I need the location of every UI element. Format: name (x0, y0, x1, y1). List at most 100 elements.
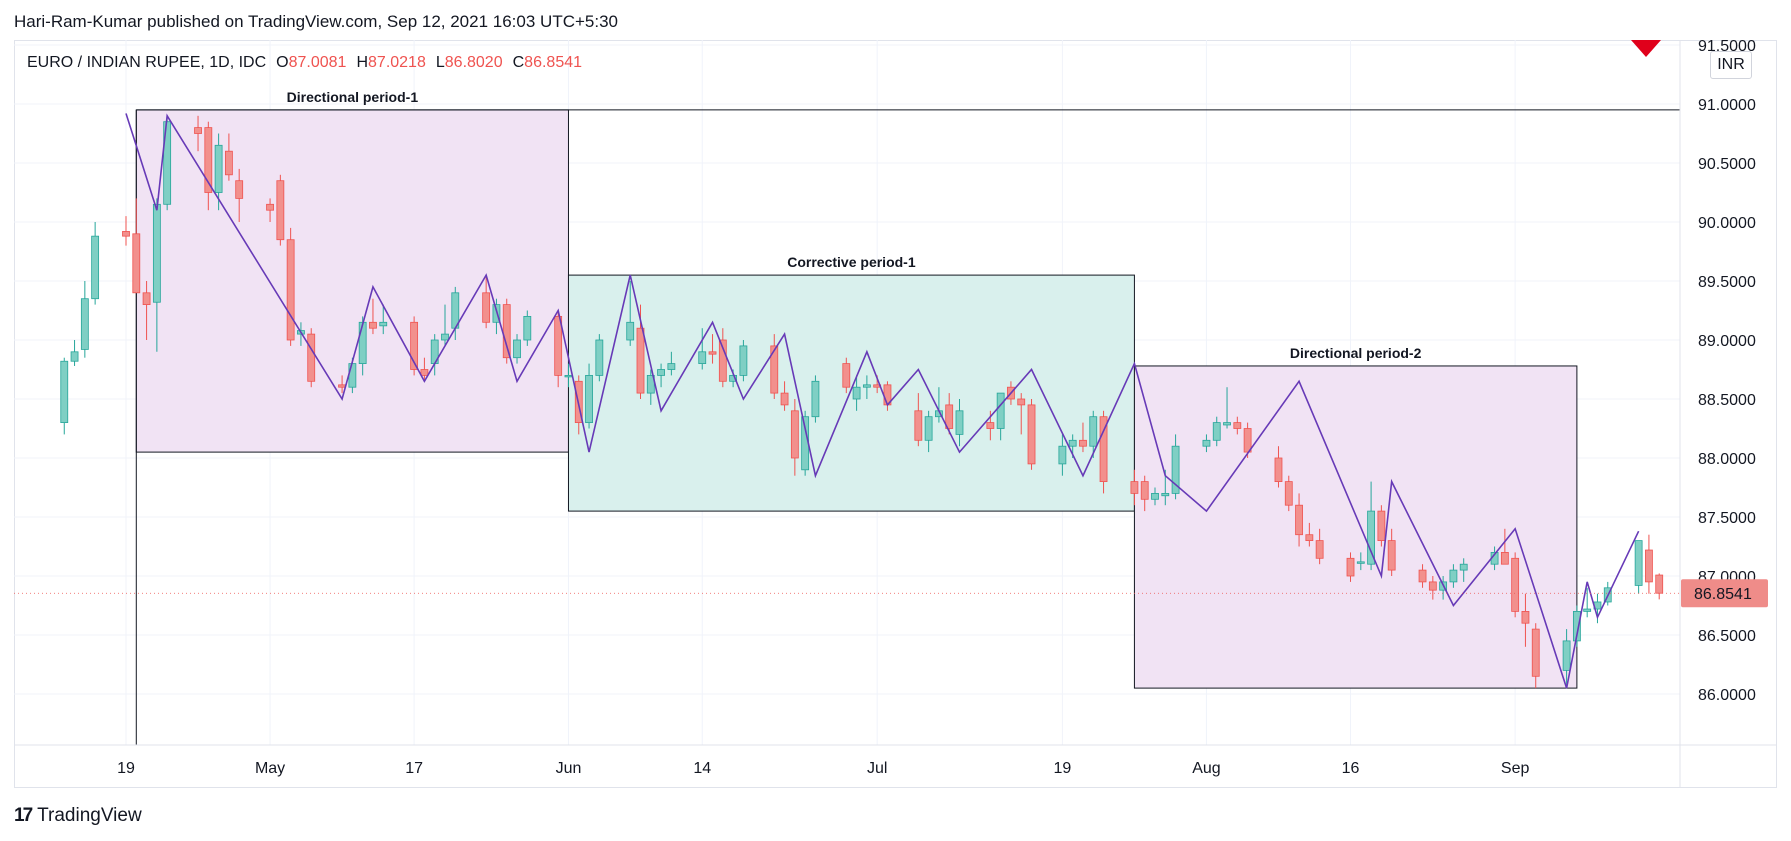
candle-body (955, 410, 964, 435)
candle-body (80, 298, 89, 350)
high-value: 87.0218 (368, 54, 426, 71)
candle (1531, 623, 1540, 689)
candle-body (811, 380, 820, 418)
time-tick-label: Aug (1192, 760, 1220, 777)
candle-body (718, 339, 727, 382)
candle (1274, 446, 1283, 488)
candle-body (770, 345, 779, 394)
candle (1572, 605, 1581, 647)
candle (276, 174, 285, 246)
candle-body (1223, 422, 1231, 426)
candle-body (1089, 416, 1098, 447)
candle-body (1161, 492, 1170, 497)
candle-body (1521, 611, 1530, 624)
candle (410, 316, 419, 376)
candle-body (1562, 640, 1571, 671)
period-label: Corrective period-1 (787, 254, 916, 270)
alert-triangle-icon[interactable] (1631, 40, 1661, 57)
candle (235, 168, 244, 222)
symbol-legend: EURO / INDIAN RUPEE, 1D, IDC O87.0081 H87.… (27, 54, 582, 72)
candle-body (1099, 416, 1108, 483)
published-line: Hari-Ram-Kumar published on TradingView.… (14, 12, 618, 31)
time-tick-label: 14 (693, 760, 711, 777)
price-tick-label: 87.5000 (1698, 510, 1756, 527)
candle-body (1017, 398, 1026, 406)
plot-area: Directional period-1 Corrective period-1 D… (14, 89, 1680, 745)
candle-body (1212, 422, 1221, 441)
candle (1356, 552, 1365, 571)
candle-body (1151, 492, 1159, 500)
candle-body (626, 321, 635, 341)
candle (91, 222, 100, 305)
zigzag-line (125, 113, 1640, 689)
candle (441, 304, 449, 346)
candle (945, 393, 954, 435)
candle-body (1295, 504, 1303, 536)
candle (1099, 410, 1108, 494)
price-chart[interactable]: Directional period-1 Corrective period-1 D… (0, 0, 1791, 800)
candle (657, 363, 665, 388)
tradingview-brand[interactable]: 17 TradingView (14, 805, 142, 827)
candle-body (1634, 540, 1643, 586)
candle-body (410, 321, 419, 370)
period-label: Directional period-1 (287, 89, 419, 105)
candle (204, 121, 213, 211)
currency-badge[interactable]: INR (1710, 51, 1752, 79)
candle-body (852, 386, 861, 400)
candle (266, 198, 274, 222)
last-price-tag (1681, 579, 1768, 608)
low-key: L (435, 54, 445, 71)
price-tick-label: 86.5000 (1698, 628, 1756, 645)
candle-body (1171, 445, 1180, 494)
candle (1377, 505, 1386, 547)
candle (1428, 576, 1437, 600)
candle-body (122, 231, 130, 237)
candle-body (235, 180, 244, 199)
low-value: 86.8020 (444, 54, 503, 71)
candle (224, 133, 233, 181)
candle-body (358, 321, 367, 364)
candle-body (1655, 574, 1664, 594)
candle (780, 381, 789, 411)
candle-body (914, 410, 923, 441)
candle (1521, 593, 1530, 647)
candle (1027, 399, 1036, 470)
close-value: 86.8541 (524, 54, 583, 71)
candle-body (657, 369, 665, 376)
candle-body (492, 304, 501, 323)
last-price-label: 86.8541 (1694, 586, 1752, 603)
candle-body (152, 203, 161, 303)
candle (1212, 416, 1221, 447)
candle-body (420, 369, 429, 376)
candle (924, 410, 933, 453)
candle-body (739, 345, 748, 376)
candle-body (1315, 540, 1324, 559)
brand-name: TradingView (37, 805, 142, 826)
candle-body (667, 363, 676, 370)
candle-body (1305, 534, 1314, 542)
candle-body (698, 351, 707, 364)
candle (1449, 564, 1458, 588)
candle-body (132, 233, 141, 294)
candle (790, 399, 799, 476)
candle-body (986, 422, 995, 429)
candle-body (862, 384, 871, 388)
candle-body (1531, 628, 1540, 677)
price-tick-label: 86.0000 (1698, 687, 1756, 704)
candle-body (1511, 557, 1520, 612)
candle-body (523, 315, 532, 341)
candle-body (708, 351, 717, 355)
candle-body (348, 363, 357, 388)
candle (914, 393, 923, 447)
candle-body (1356, 561, 1365, 564)
candle-body (441, 333, 449, 341)
candle (1305, 522, 1314, 547)
candle (698, 328, 707, 370)
candle (379, 304, 388, 335)
candle (585, 363, 593, 429)
time-tick-label: Jul (867, 760, 887, 777)
candle (122, 216, 130, 246)
candle (194, 115, 202, 152)
candle (1151, 487, 1159, 506)
candle-body (1130, 481, 1139, 494)
